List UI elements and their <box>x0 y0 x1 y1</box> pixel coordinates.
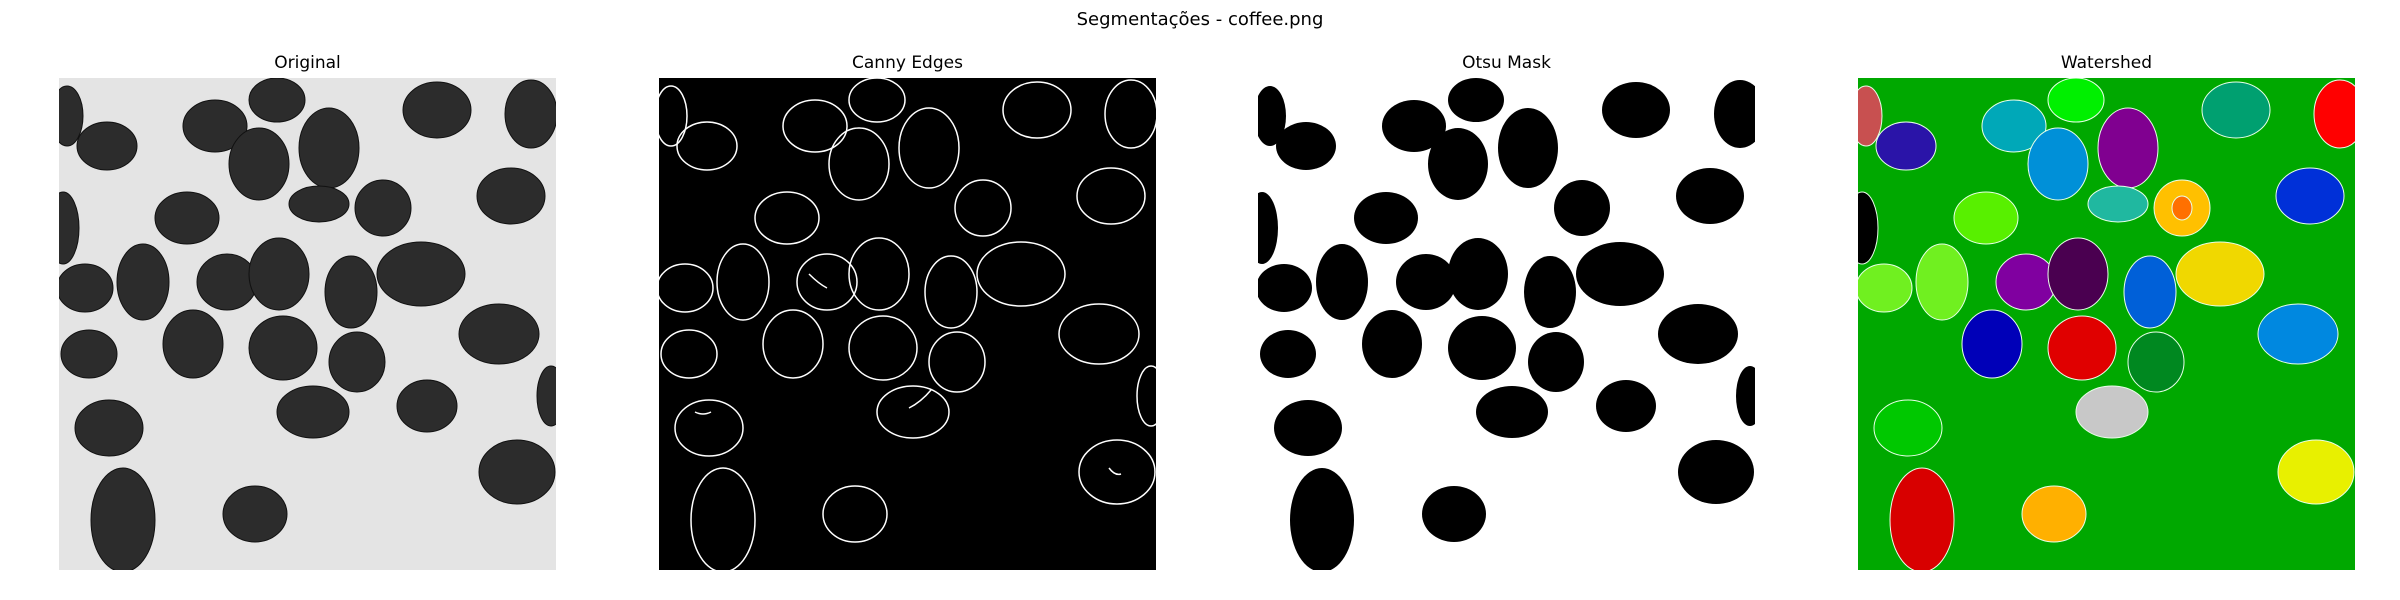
panel-watershed: Watershed <box>1858 52 2355 570</box>
panel-otsu-mask: Otsu Mask <box>1258 52 1755 570</box>
panel-canny-edges: Canny Edges <box>659 52 1156 570</box>
panel-title-canny-edges: Canny Edges <box>852 53 963 73</box>
watershed-image <box>1858 78 2355 570</box>
otsu-mask-image <box>1258 78 1755 570</box>
panel-title-otsu-mask: Otsu Mask <box>1462 53 1551 73</box>
figure-title: Segmentações - coffee.png <box>1076 9 1324 30</box>
panel-title-original: Original <box>274 53 341 73</box>
canny-edges-image <box>659 78 1156 570</box>
original-image <box>59 78 556 570</box>
panel-title-watershed: Watershed <box>2060 53 2153 73</box>
panel-original: Original <box>59 52 556 570</box>
